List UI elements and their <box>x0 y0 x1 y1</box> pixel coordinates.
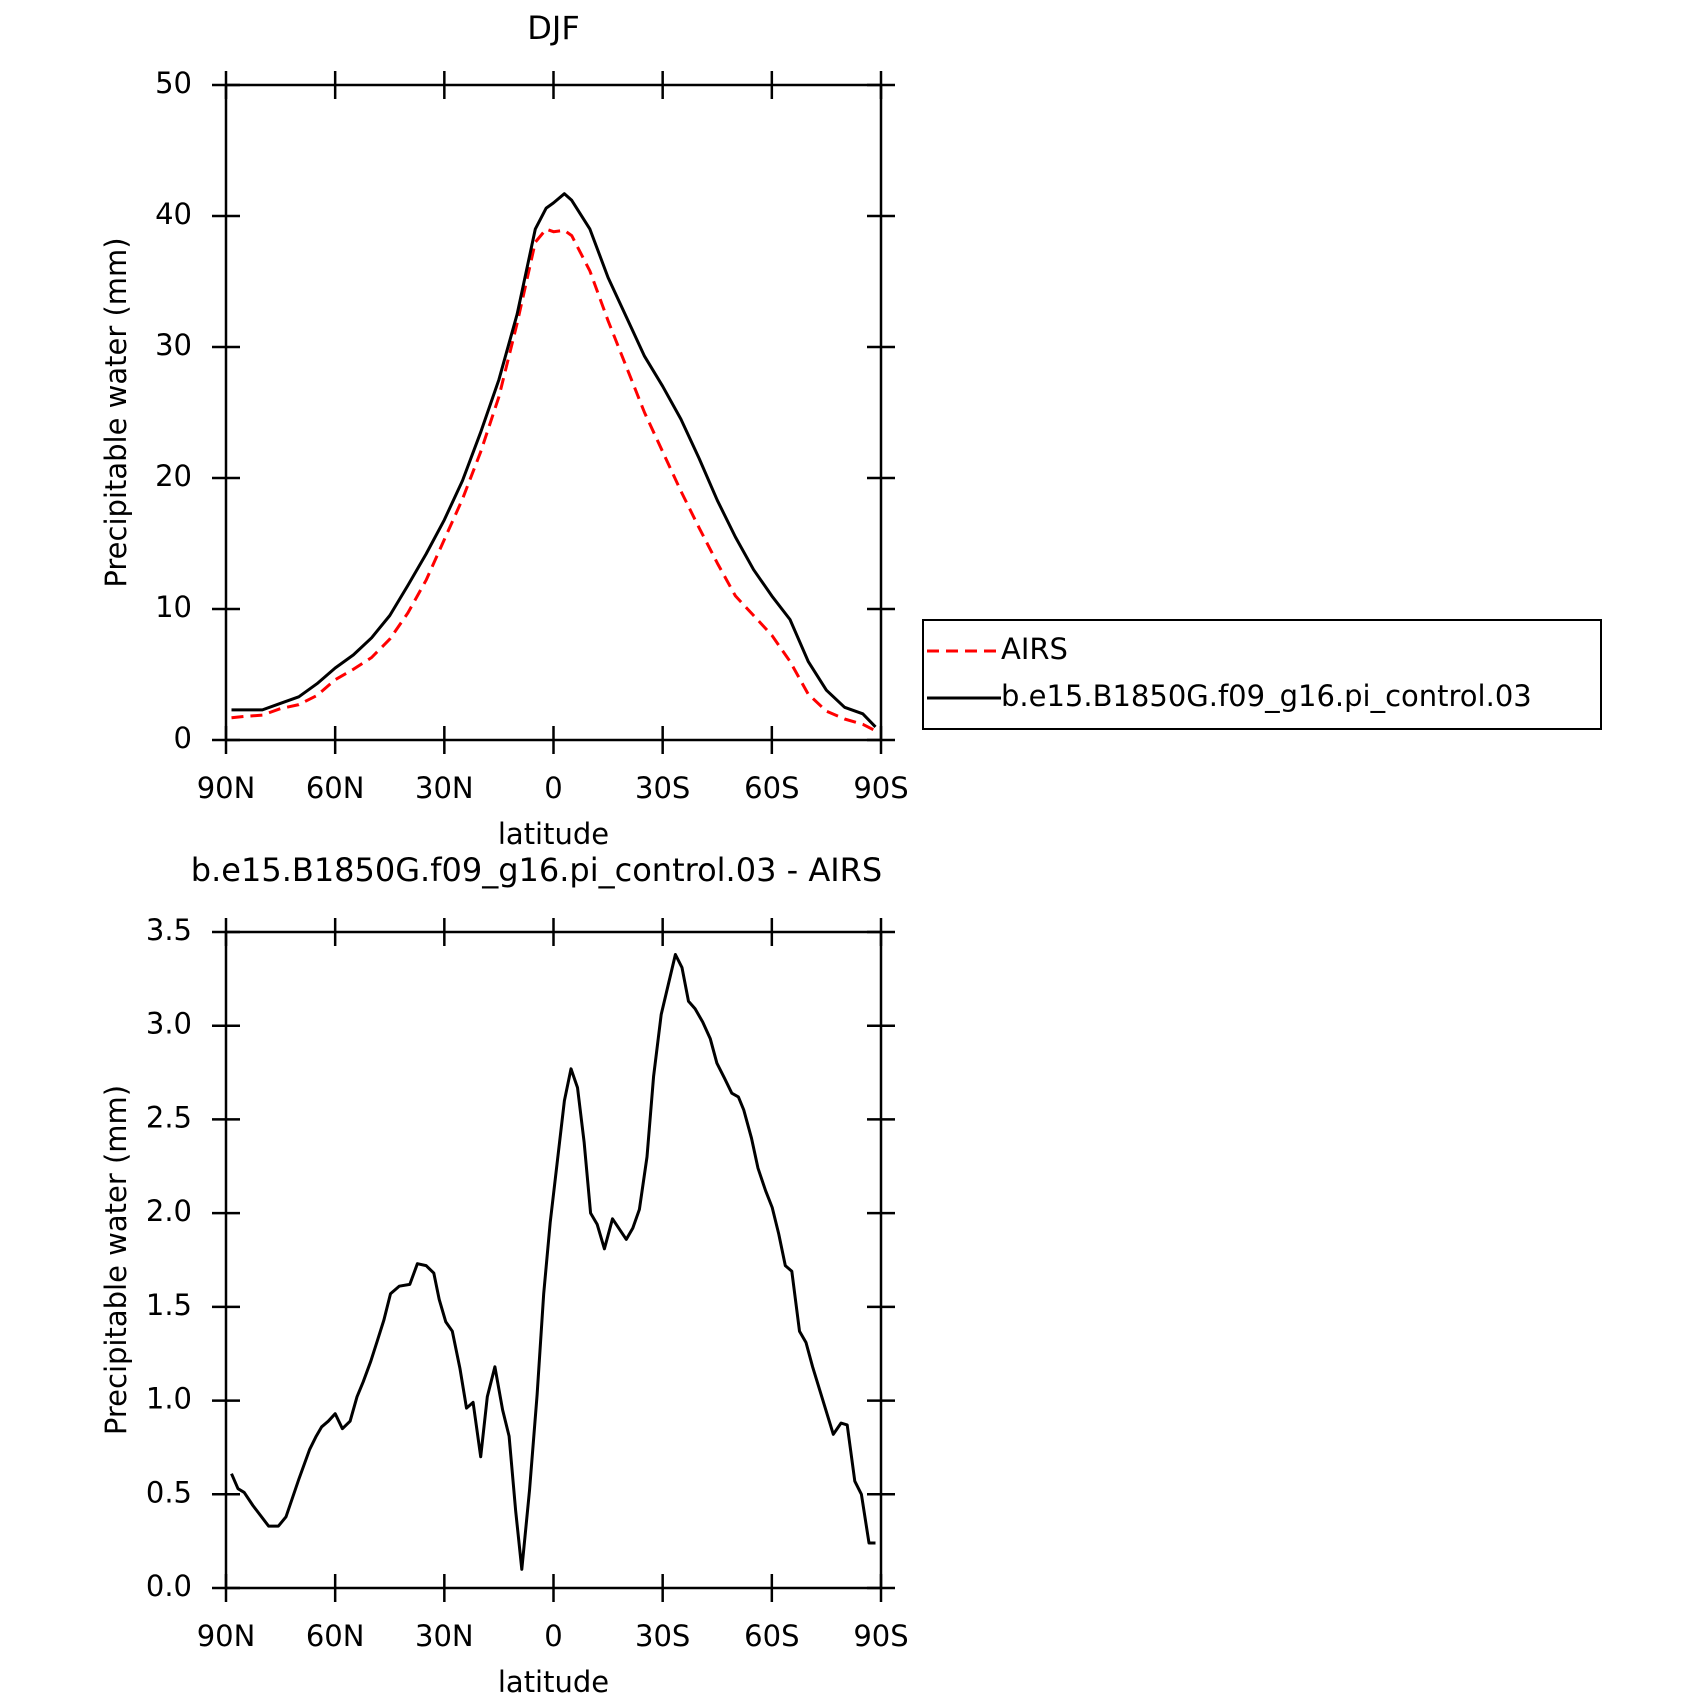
x-axis-label: latitude <box>498 1665 609 1697</box>
y-tick-label: 0 <box>174 721 192 755</box>
y-axis-label: Precipitable water (mm) <box>99 1085 133 1435</box>
y-tick-label: 40 <box>155 197 192 231</box>
y-axis-label: Precipitable water (mm) <box>99 237 133 587</box>
x-tick-label: 90S <box>853 1619 908 1653</box>
y-tick-label: 0.5 <box>146 1475 192 1509</box>
x-tick-label: 90N <box>197 1619 256 1653</box>
y-tick-label: 2.5 <box>146 1100 192 1134</box>
x-tick-label: 30S <box>635 1619 690 1653</box>
chart-title: b.e15.B1850G.f09_g16.pi_control.03 - AIR… <box>191 851 882 889</box>
legend-label: AIRS <box>1001 632 1068 666</box>
x-tick-label: 60N <box>306 1619 365 1653</box>
x-axis-label: latitude <box>498 817 609 851</box>
y-tick-label: 0.0 <box>146 1569 192 1603</box>
chart-title: DJF <box>527 9 579 47</box>
legend-label: b.e15.B1850G.f09_g16.pi_control.03 <box>1001 679 1532 713</box>
y-tick-label: 1.0 <box>146 1382 192 1416</box>
x-tick-label: 60S <box>744 771 799 805</box>
plot-frame <box>224 83 883 742</box>
y-tick-label: 50 <box>155 66 192 100</box>
y-tick-label: 1.5 <box>146 1288 192 1322</box>
y-tick-label: 20 <box>155 459 192 493</box>
y-tick-label: 30 <box>155 328 192 362</box>
y-tick-label: 2.0 <box>146 1194 192 1228</box>
x-tick-label: 60S <box>744 1619 799 1653</box>
x-tick-label: 0 <box>544 771 562 805</box>
x-tick-label: 30N <box>415 1619 474 1653</box>
data-line <box>230 953 876 1571</box>
x-tick-label: 90S <box>853 771 908 805</box>
data-line <box>231 227 877 733</box>
x-tick-label: 60N <box>306 771 365 805</box>
y-tick-label: 10 <box>155 590 192 624</box>
x-tick-label: 30N <box>415 771 474 805</box>
x-tick-label: 0 <box>544 1619 562 1653</box>
y-tick-label: 3.0 <box>146 1007 192 1041</box>
y-tick-label: 3.5 <box>146 913 192 947</box>
data-line <box>231 192 877 728</box>
x-tick-label: 30S <box>635 771 690 805</box>
legend-box <box>922 619 1602 730</box>
x-tick-label: 90N <box>197 771 256 805</box>
